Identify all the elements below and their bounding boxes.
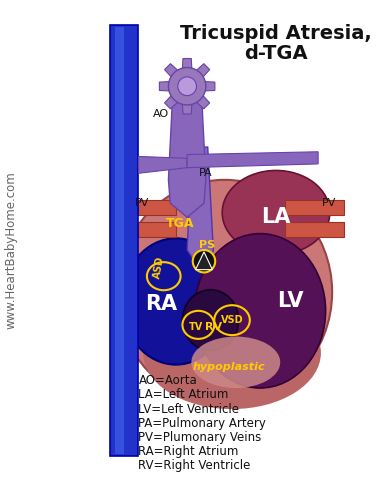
Text: PV=Plumonary Veins: PV=Plumonary Veins: [139, 430, 262, 444]
Polygon shape: [197, 96, 210, 109]
Text: ASD: ASD: [152, 255, 166, 279]
Polygon shape: [164, 64, 178, 76]
Text: www.HeartBabyHome.com: www.HeartBabyHome.com: [5, 171, 18, 329]
Polygon shape: [159, 82, 169, 91]
Text: PA=Pulmonary Artery: PA=Pulmonary Artery: [139, 416, 266, 430]
Polygon shape: [187, 152, 318, 168]
Ellipse shape: [222, 170, 330, 254]
Polygon shape: [115, 28, 124, 454]
Text: AO: AO: [153, 110, 169, 120]
Circle shape: [168, 68, 206, 105]
Text: PA: PA: [199, 168, 213, 178]
Polygon shape: [205, 82, 215, 91]
Text: RV: RV: [205, 322, 222, 332]
Circle shape: [193, 250, 215, 272]
Polygon shape: [196, 252, 212, 270]
Polygon shape: [183, 58, 192, 68]
Text: LA=Left Atrium: LA=Left Atrium: [139, 388, 229, 402]
Ellipse shape: [143, 297, 321, 409]
Text: PV: PV: [135, 198, 149, 208]
Text: PV: PV: [322, 198, 337, 208]
Text: LV: LV: [277, 292, 303, 312]
Polygon shape: [183, 104, 192, 114]
Polygon shape: [187, 147, 213, 264]
Ellipse shape: [195, 234, 326, 388]
Polygon shape: [139, 222, 176, 237]
Text: TGA: TGA: [166, 218, 195, 230]
Polygon shape: [285, 222, 344, 237]
Polygon shape: [139, 200, 176, 216]
Ellipse shape: [183, 290, 239, 350]
Text: TV: TV: [190, 322, 203, 332]
Text: d-TGA: d-TGA: [244, 44, 308, 63]
Text: RA=Right Atrium: RA=Right Atrium: [139, 444, 239, 458]
Ellipse shape: [191, 336, 280, 388]
Text: RV=Right Ventricle: RV=Right Ventricle: [139, 458, 251, 471]
Text: Tricuspid Atresia,: Tricuspid Atresia,: [180, 24, 372, 42]
Text: LA: LA: [261, 208, 291, 228]
Polygon shape: [139, 156, 187, 174]
Text: AO=Aorta: AO=Aorta: [139, 374, 197, 388]
Text: LV=Left Ventricle: LV=Left Ventricle: [139, 402, 239, 415]
Text: VSD: VSD: [221, 315, 243, 325]
Text: PS: PS: [199, 240, 215, 250]
Polygon shape: [168, 86, 206, 218]
Polygon shape: [110, 26, 139, 456]
Ellipse shape: [122, 238, 230, 364]
Text: hypoplastic: hypoplastic: [193, 362, 266, 372]
Polygon shape: [197, 64, 210, 76]
Circle shape: [178, 77, 196, 96]
Ellipse shape: [117, 180, 332, 404]
Text: RA: RA: [145, 294, 177, 314]
Polygon shape: [164, 96, 178, 109]
Polygon shape: [285, 200, 344, 216]
